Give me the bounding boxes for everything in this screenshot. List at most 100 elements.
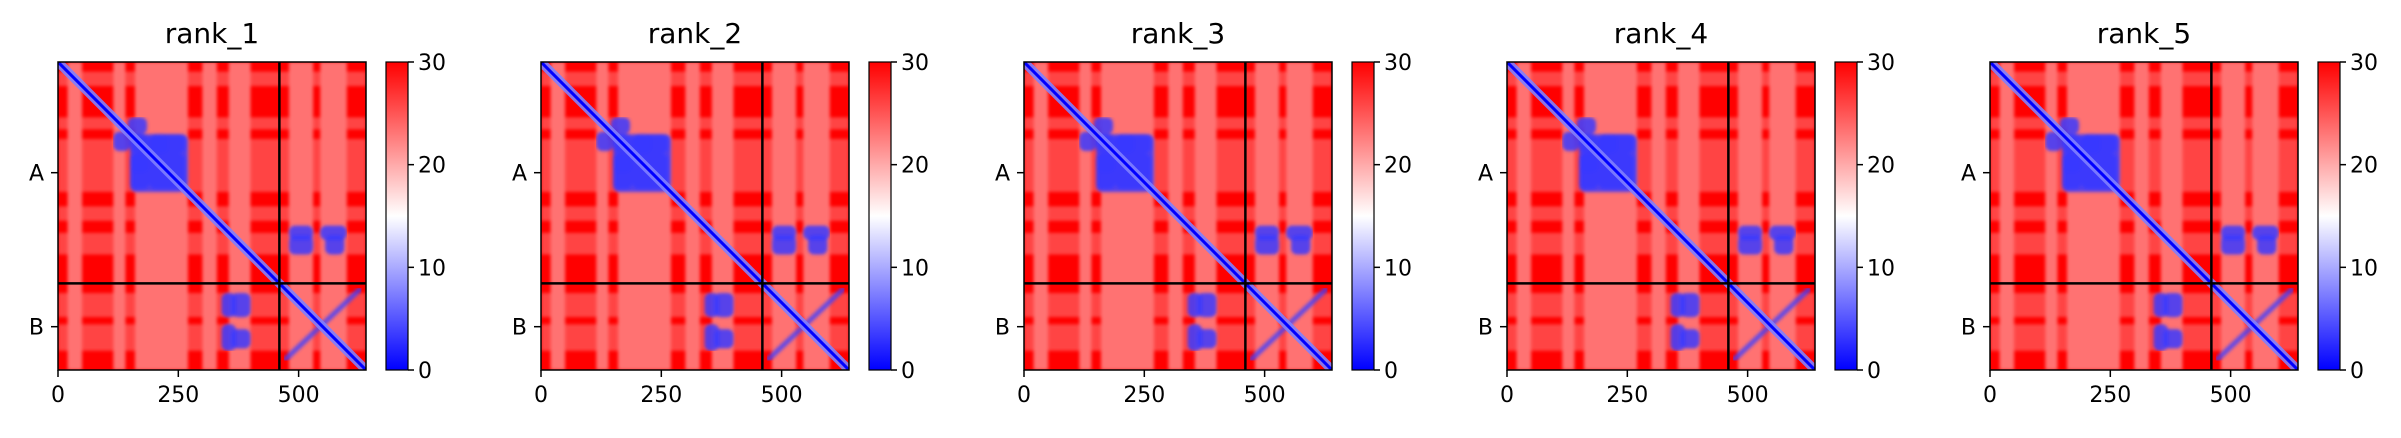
contact-block (1079, 131, 1097, 152)
contact-block (1093, 117, 1114, 135)
contact-block (149, 134, 169, 154)
heatmap-frame (1506, 61, 1816, 371)
colorbar-tick-label: 20 (2350, 154, 2378, 179)
panels: rank_1 0 250 500 A B 0 10 20 30 rank_2 0 250 500 A B 0 10… (29, 17, 2378, 408)
contact-block (2163, 293, 2183, 318)
y-tick-label: A (1478, 162, 1493, 187)
colorbar: 0 10 20 30 (1834, 51, 1895, 384)
y-tick-label: A (1961, 162, 1976, 187)
diagonal-line (541, 62, 849, 370)
contact-block (808, 235, 828, 255)
y-tick-label: B (512, 316, 527, 341)
colorbar-tick-label: 10 (2350, 256, 2378, 281)
colorbar: 0 10 20 30 (1351, 51, 1412, 384)
pale-band-col (2252, 62, 2279, 370)
colorbar-tick-label: 10 (901, 256, 929, 281)
x-tick-label: 500 (1244, 383, 1286, 408)
pale-band-row (58, 232, 366, 255)
y-tick-label: B (29, 316, 44, 341)
colorbar-tick-label: 10 (418, 256, 446, 281)
diagonal-line (1024, 62, 1332, 370)
x-tick-label: 250 (1123, 383, 1165, 408)
contact-block (231, 329, 251, 349)
contact-block (1255, 235, 1280, 255)
contact-block (325, 235, 345, 255)
pale-band-row (541, 232, 849, 255)
colorbar-gradient (1834, 61, 1858, 371)
colorbar-tick-label: 30 (418, 51, 446, 76)
heatmap-frame (1989, 61, 2299, 371)
x-tick-label: 500 (278, 383, 320, 408)
colorbar-tick-label: 20 (1384, 154, 1412, 179)
colorbar-tick-label: 30 (2350, 51, 2378, 76)
heatmap-panel-1: rank_1 0 250 500 A B 0 10 20 30 (29, 17, 446, 408)
heatmap-cells (58, 62, 366, 370)
heatmap-frame (540, 61, 850, 371)
x-tick-label: 500 (2210, 383, 2252, 408)
pale-band-col (1255, 62, 1280, 370)
contact-block (2163, 329, 2183, 349)
colorbar-gradient (868, 61, 892, 371)
pale-band-col (803, 62, 830, 370)
pale-band-col (711, 62, 734, 370)
pale-band-col (1738, 62, 1763, 370)
contact-block (714, 329, 734, 349)
y-tick-label: A (995, 162, 1010, 187)
pale-band-row (1990, 293, 2298, 318)
contact-block (127, 117, 148, 135)
x-tick-label: 250 (2089, 383, 2131, 408)
contact-blocks (1562, 117, 1796, 351)
y-tick-label: B (1961, 316, 1976, 341)
contact-block (613, 153, 633, 173)
contact-block (1096, 153, 1116, 173)
colorbar-tick-label: 0 (1384, 359, 1398, 384)
contact-block (1562, 131, 1580, 152)
diagonal-line (1507, 62, 1815, 370)
heatmap-frame (57, 61, 367, 371)
contact-block (2059, 117, 2080, 135)
pale-band-row (58, 293, 366, 318)
contact-block (1680, 293, 1700, 318)
colorbar-gradient (1351, 61, 1375, 371)
contact-block (113, 131, 131, 152)
contact-block (714, 293, 734, 318)
contact-block (772, 235, 797, 255)
x-tick-label: 250 (157, 383, 199, 408)
colorbar-tick-label: 0 (418, 359, 432, 384)
colorbar-tick-label: 0 (2350, 359, 2364, 384)
colorbar-tick-label: 20 (1867, 154, 1895, 179)
heatmap-cells (1507, 62, 1815, 370)
y-tick-label: A (29, 162, 44, 187)
contact-block (2045, 131, 2063, 152)
pale-band-row (1990, 232, 2298, 255)
contact-blocks (113, 117, 347, 351)
pale-band-col (320, 62, 347, 370)
contact-block (1291, 235, 1311, 255)
colorbar-tick-label: 10 (1867, 256, 1895, 281)
panel-title: rank_3 (1131, 17, 1225, 50)
contact-block (1576, 117, 1597, 135)
colorbar: 0 10 20 30 (868, 51, 929, 384)
pale-bands (1507, 62, 1815, 370)
x-tick-label: 0 (1983, 383, 1997, 408)
contact-block (1579, 153, 1599, 173)
pale-band-col (1677, 62, 1700, 370)
y-tick-label: A (512, 162, 527, 187)
pale-band-col (228, 62, 251, 370)
x-tick-label: 0 (1017, 383, 1031, 408)
contact-block (130, 153, 150, 173)
x-tick-label: 0 (534, 383, 548, 408)
contact-block (1738, 235, 1763, 255)
colorbar-tick-label: 10 (1384, 256, 1412, 281)
x-tick-label: 250 (640, 383, 682, 408)
pale-band-col (289, 62, 314, 370)
contact-block (596, 131, 614, 152)
y-tick-label: B (995, 316, 1010, 341)
colorbar-tick-label: 30 (1867, 51, 1895, 76)
contact-block (1598, 134, 1618, 154)
contact-block (2221, 235, 2246, 255)
colorbar-gradient (2317, 61, 2341, 371)
diagonal-line (58, 62, 366, 370)
heatmap-panel-4: rank_4 0 250 500 A B 0 10 20 30 (1478, 17, 1895, 408)
